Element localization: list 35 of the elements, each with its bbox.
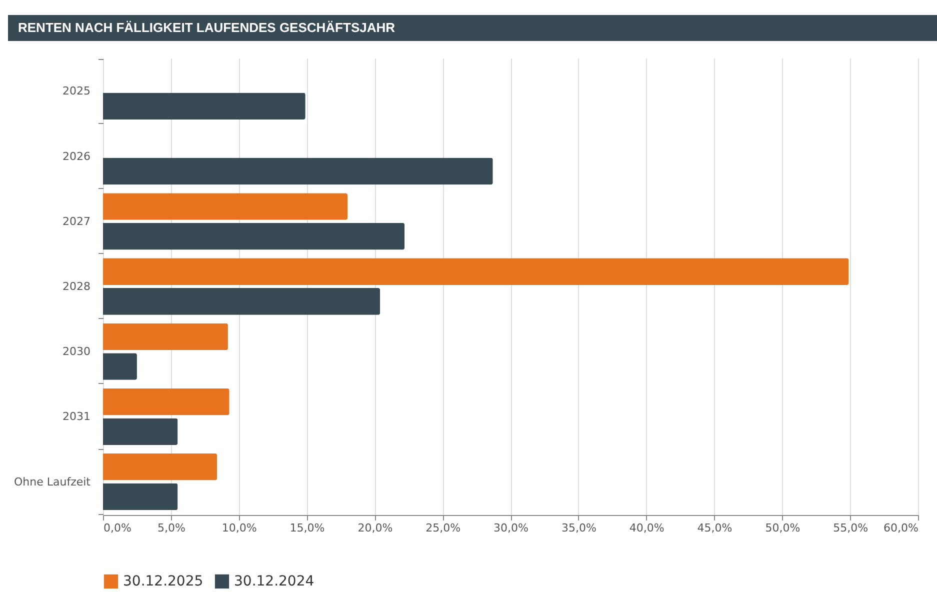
x-tick-label: 5,0% xyxy=(157,522,186,534)
bar xyxy=(103,418,178,446)
bar xyxy=(103,222,405,250)
bar xyxy=(103,92,306,120)
bar xyxy=(103,353,137,380)
x-tick-label: 45,0% xyxy=(697,522,732,534)
bar xyxy=(103,288,380,315)
bar xyxy=(103,323,228,350)
y-tick-label: 2025 xyxy=(62,84,90,98)
x-tick-label: 10,0% xyxy=(222,522,257,534)
x-tick-label: 0,0% xyxy=(104,522,132,534)
x-tick-label: 55,0% xyxy=(833,522,868,534)
legend-label: 30.12.2024 xyxy=(234,573,314,590)
bar xyxy=(103,388,230,416)
x-tick-label: 50,0% xyxy=(765,522,800,534)
bar xyxy=(103,453,218,480)
y-tick-label: 2026 xyxy=(62,150,90,163)
legend-label: 30.12.2025 xyxy=(123,573,204,590)
bar xyxy=(103,483,178,510)
x-tick-label: 25,0% xyxy=(426,522,461,534)
y-tick-label: 2028 xyxy=(62,280,90,293)
chart-title: RENTEN NACH FÄLLIGKEIT LAUFENDES GESCHÄFTSJAHR xyxy=(8,15,937,41)
bar xyxy=(103,258,849,286)
x-tick-label: 15,0% xyxy=(290,522,325,534)
x-tick-label: 20,0% xyxy=(358,522,393,534)
bar xyxy=(103,158,493,185)
x-tick-label: 30,0% xyxy=(494,522,528,534)
x-tick-label: 40,0% xyxy=(629,522,664,534)
y-tick-label: 2031 xyxy=(62,410,90,424)
x-tick-label: 35,0% xyxy=(561,522,596,534)
y-tick-label: Ohne Laufzeit xyxy=(14,475,92,488)
y-tick-label: 2027 xyxy=(62,214,90,228)
y-tick-label: 2030 xyxy=(62,345,90,358)
bar xyxy=(103,193,348,220)
x-tick-label: 60,0% xyxy=(884,522,918,534)
